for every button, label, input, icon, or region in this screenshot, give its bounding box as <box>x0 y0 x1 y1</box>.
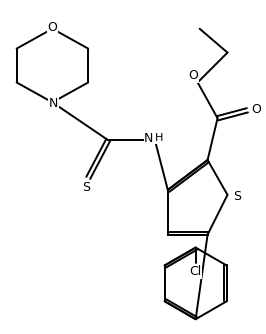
Text: O: O <box>189 69 199 82</box>
Text: O: O <box>251 103 261 116</box>
Text: N: N <box>144 132 153 145</box>
Text: H: H <box>155 133 163 143</box>
Text: S: S <box>82 181 90 194</box>
Text: N: N <box>49 97 58 110</box>
Text: O: O <box>48 21 57 34</box>
Text: S: S <box>234 190 242 203</box>
Text: Cl: Cl <box>190 265 202 278</box>
